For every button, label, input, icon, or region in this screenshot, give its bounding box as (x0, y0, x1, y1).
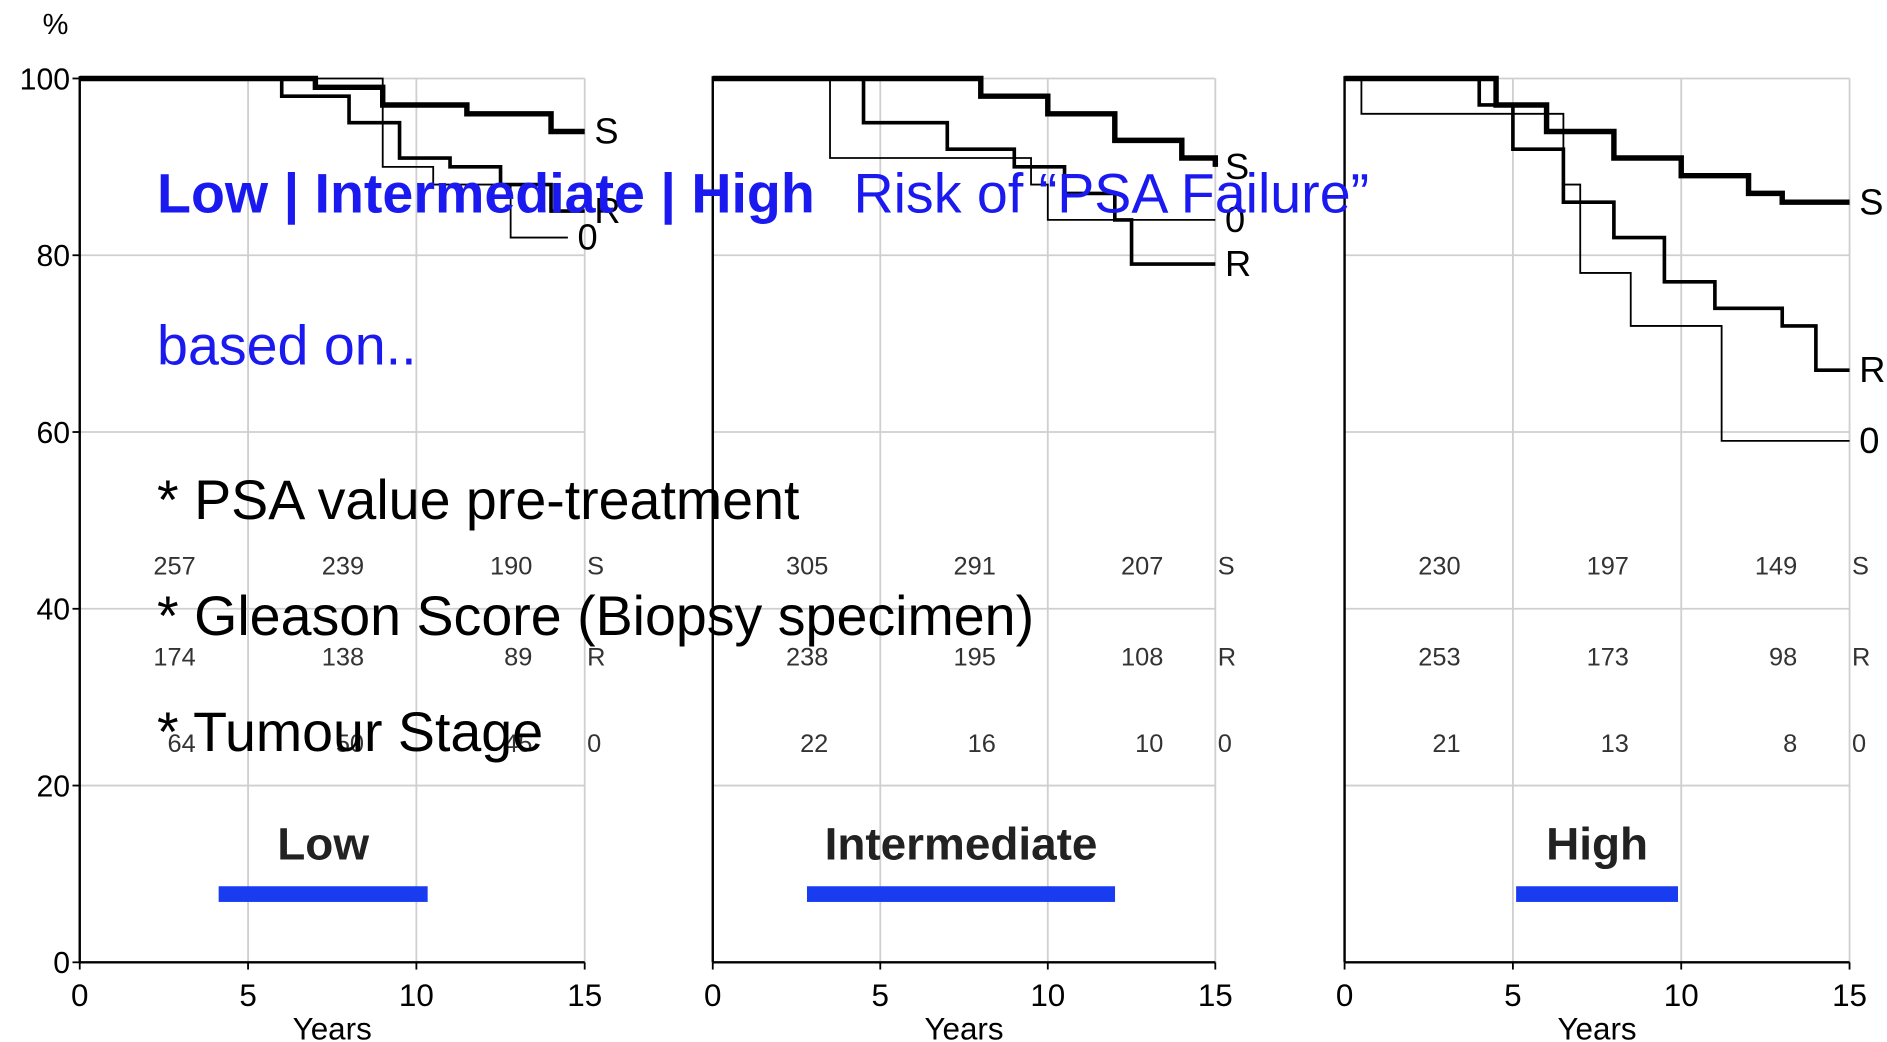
heading: Low | Intermediate | High Risk of “PSA Fa… (157, 163, 1369, 226)
heading-rest: Risk of “PSA Failure” (853, 163, 1369, 225)
risk-row-label: R (587, 643, 605, 671)
risk-count: 22 (800, 730, 828, 758)
risk-row-label: R (1852, 643, 1870, 671)
bullet: * PSA value pre-treatment (157, 469, 800, 531)
y-tick-label: 80 (36, 240, 70, 273)
x-tick-label: 10 (399, 978, 434, 1013)
x-axis-label: Years (293, 1012, 372, 1042)
x-tick-label: 0 (1336, 978, 1353, 1013)
group-title: High (1546, 818, 1648, 870)
risk-row-label: R (1218, 643, 1236, 671)
x-axis-label: Years (1557, 1012, 1636, 1042)
overlay-text: Low | Intermediate | High Risk of “PSA Fa… (157, 163, 1369, 763)
x-tick-label: 5 (872, 978, 889, 1013)
survival-curve (1344, 75, 1850, 205)
curve-label: R (594, 190, 620, 231)
risk-count: 149 (1755, 553, 1797, 581)
group-title: Intermediate (825, 818, 1098, 870)
risk-count: 173 (1587, 643, 1629, 671)
risk-row-label: 0 (587, 730, 601, 758)
bullet: * Tumour Stage (157, 701, 543, 763)
risk-count: 195 (954, 643, 996, 671)
x-tick-label: 10 (1030, 978, 1065, 1013)
risk-count: 305 (786, 553, 828, 581)
x-tick-label: 5 (239, 978, 256, 1013)
risk-row-label: S (1218, 553, 1235, 581)
risk-count: 253 (1418, 643, 1460, 671)
x-tick-label: 10 (1664, 978, 1699, 1013)
risk-count: 190 (490, 553, 532, 581)
y-tick-label: 100 (20, 63, 70, 96)
curve-label: 0 (1859, 420, 1879, 461)
risk-count: 108 (1121, 643, 1163, 671)
curve-label: S (594, 111, 618, 152)
risk-count: 239 (322, 553, 364, 581)
risk-count: 50 (336, 730, 364, 758)
y-tick-label: 20 (36, 770, 70, 803)
risk-count: 89 (504, 643, 532, 671)
curve-label: R (1225, 243, 1251, 284)
curve-label: S (1859, 181, 1883, 222)
x-axis-label: Years (924, 1012, 1003, 1042)
x-tick-label: 15 (1198, 978, 1233, 1013)
risk-count: 138 (322, 643, 364, 671)
survival-curve (79, 76, 585, 213)
curve-label: 0 (578, 217, 598, 258)
heading-bold: Low | Intermediate | High (157, 163, 815, 226)
risk-count: 291 (954, 553, 996, 581)
curve-label: 0 (1225, 199, 1245, 240)
group-bar (218, 886, 428, 902)
risk-row-label: S (587, 553, 604, 581)
risk-count: 13 (1601, 730, 1629, 758)
risk-count: 10 (1135, 730, 1163, 758)
y-axis-label: % (43, 9, 69, 41)
survival-curve (79, 77, 568, 239)
risk-count: 8 (1783, 730, 1797, 758)
risk-count: 16 (968, 730, 996, 758)
y-tick-label: 60 (36, 417, 70, 450)
survival-curve (1344, 76, 1850, 372)
survival-curve (1344, 77, 1850, 442)
group-bar (806, 886, 1116, 902)
x-tick-label: 15 (1832, 978, 1867, 1013)
survival-curve (712, 77, 1216, 221)
risk-count: 174 (153, 643, 195, 671)
risk-count: 238 (786, 643, 828, 671)
risk-count: 230 (1418, 553, 1460, 581)
survival-curve (79, 75, 585, 135)
risk-count: 257 (153, 553, 195, 581)
curve-label: S (1225, 146, 1249, 187)
y-tick-label: 40 (36, 594, 70, 627)
survival-curve (712, 75, 1219, 167)
group-title: Low (277, 818, 369, 870)
x-tick-label: 0 (71, 978, 88, 1013)
x-tick-label: 15 (567, 978, 602, 1013)
risk-count: 21 (1432, 730, 1460, 758)
risk-count: 64 (168, 730, 196, 758)
risk-row-label: 0 (1218, 730, 1232, 758)
risk-count: 98 (1769, 643, 1797, 671)
risk-row-label: 0 (1852, 730, 1866, 758)
risk-row-label: S (1852, 553, 1869, 581)
x-tick-label: 5 (1504, 978, 1521, 1013)
chart-panel: 0 5 10 15 Years S R 0 230 197 149 S 253 173 98 R 21 13 8 0 H… (1336, 75, 1885, 1042)
x-tick-label: 0 (704, 978, 721, 1013)
subheading: based on.. (157, 315, 417, 377)
risk-count: 197 (1587, 553, 1629, 581)
curve-label: R (1859, 349, 1885, 390)
y-tick-label: 0 (53, 947, 70, 980)
risk-count: 207 (1121, 553, 1163, 581)
group-bar (1516, 886, 1679, 902)
bullet: * Gleason Score (Biopsy specimen) (157, 585, 1034, 647)
risk-count: 45 (504, 730, 532, 758)
